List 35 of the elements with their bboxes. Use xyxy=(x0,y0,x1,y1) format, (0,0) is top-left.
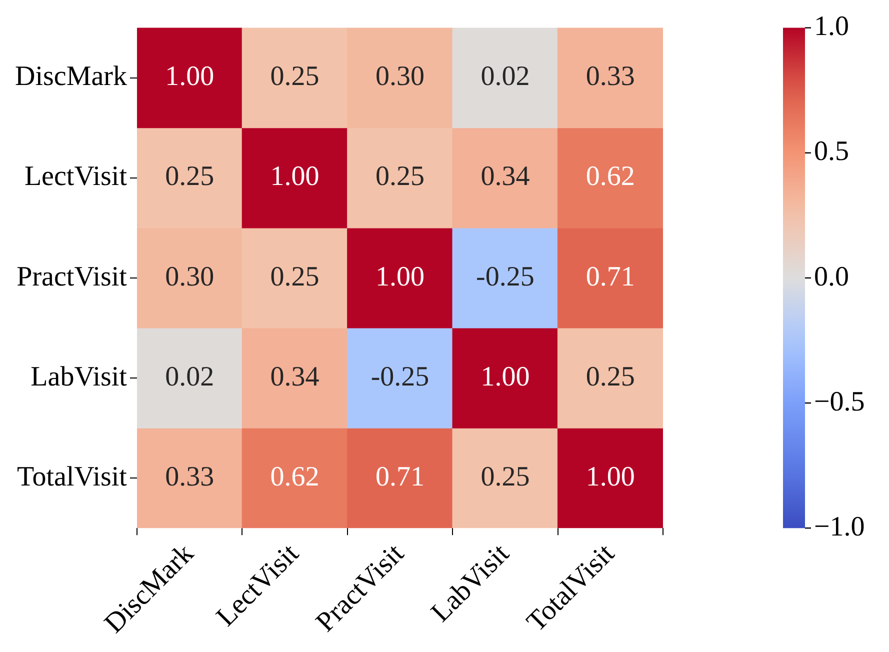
data-label: 0.25 xyxy=(270,261,320,292)
y-tick-label: TotalVisit xyxy=(17,461,128,492)
color-bar-label: −1.0 xyxy=(814,511,865,542)
y-tick-label: LectVisit xyxy=(24,161,128,192)
data-label: 0.25 xyxy=(270,61,320,92)
data-label: 0.30 xyxy=(165,261,214,292)
color-bar-label: −0.5 xyxy=(814,386,865,418)
data-label: 0.30 xyxy=(375,61,424,92)
color-bar-label: 1.0 xyxy=(814,11,849,42)
data-label: 1.00 xyxy=(375,261,424,292)
data-label: 0.25 xyxy=(480,461,530,492)
data-label: 0.02 xyxy=(165,361,214,392)
data-label: 0.02 xyxy=(480,61,530,92)
data-label: 0.34 xyxy=(480,161,530,192)
data-label: 0.33 xyxy=(586,61,635,92)
data-label: 1.00 xyxy=(270,161,320,192)
data-label: -0.25 xyxy=(370,361,430,392)
data-label: 0.25 xyxy=(586,361,635,392)
y-tick-label: LabVisit xyxy=(30,361,128,392)
y-tick-label: DiscMark xyxy=(14,61,127,92)
data-label: 0.71 xyxy=(586,261,635,292)
y-tick-label: PractVisit xyxy=(16,261,128,292)
data-label: 0.33 xyxy=(165,461,214,492)
data-label: 0.62 xyxy=(586,161,635,192)
data-label: 1.00 xyxy=(586,461,635,492)
data-label: -0.25 xyxy=(476,261,534,292)
data-label: 0.25 xyxy=(375,161,424,192)
data-label: 0.62 xyxy=(270,461,320,492)
data-label: 1.00 xyxy=(480,361,530,392)
color-bar-label: 0.5 xyxy=(814,136,849,168)
data-label: 1.00 xyxy=(165,61,214,92)
data-label: 0.71 xyxy=(375,461,424,492)
color-bar-label: 0.0 xyxy=(814,261,849,292)
data-label: 0.25 xyxy=(165,161,214,192)
data-label: 0.34 xyxy=(270,361,320,392)
